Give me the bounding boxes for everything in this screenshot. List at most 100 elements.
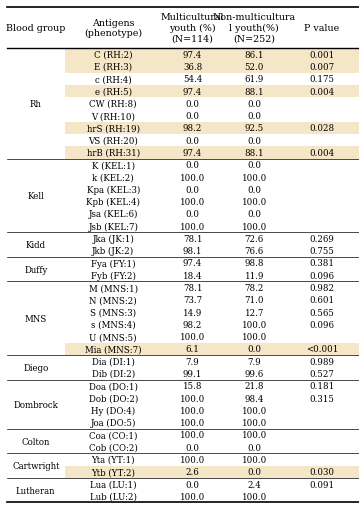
- Bar: [65, 49, 359, 61]
- Bar: [7, 8, 359, 49]
- Text: 0.565: 0.565: [309, 308, 335, 317]
- Text: CW (RH:8): CW (RH:8): [89, 99, 137, 109]
- Text: 0.004: 0.004: [309, 148, 335, 158]
- Bar: [65, 98, 359, 110]
- Text: 0.0: 0.0: [186, 99, 200, 109]
- Text: 98.8: 98.8: [244, 259, 264, 268]
- Text: Dob (DO:2): Dob (DO:2): [89, 394, 138, 403]
- Text: Dib (DI:2): Dib (DI:2): [92, 369, 135, 378]
- Text: 0.381: 0.381: [309, 259, 335, 268]
- Text: 0.0: 0.0: [186, 185, 200, 194]
- Text: 0.096: 0.096: [309, 320, 335, 329]
- Text: 100.0: 100.0: [180, 197, 205, 207]
- Text: 0.181: 0.181: [309, 382, 335, 390]
- Text: 0.091: 0.091: [309, 480, 335, 488]
- Text: 0.0: 0.0: [186, 443, 200, 452]
- Text: P value: P value: [304, 24, 340, 33]
- Text: 92.5: 92.5: [244, 124, 264, 133]
- Bar: [65, 282, 359, 294]
- Text: 100.0: 100.0: [242, 173, 267, 182]
- Text: 100.0: 100.0: [180, 455, 205, 464]
- Bar: [65, 196, 359, 209]
- Bar: [65, 270, 359, 282]
- Bar: [65, 221, 359, 233]
- Text: 97.4: 97.4: [183, 87, 202, 96]
- Text: 0.0: 0.0: [247, 185, 261, 194]
- Bar: [65, 380, 359, 392]
- Text: 0.527: 0.527: [309, 369, 335, 378]
- Text: 78.2: 78.2: [244, 283, 264, 292]
- Text: 0.0: 0.0: [186, 161, 200, 170]
- Text: Antigens
(phenotype): Antigens (phenotype): [84, 19, 143, 38]
- Text: 7.9: 7.9: [186, 357, 200, 366]
- Text: Multicultural
youth (%)
(N=114): Multicultural youth (%) (N=114): [161, 13, 224, 43]
- Text: Blood group: Blood group: [6, 24, 65, 33]
- Bar: [65, 258, 359, 270]
- Text: c (RH:4): c (RH:4): [95, 75, 132, 84]
- Text: Kpa (KEL:3): Kpa (KEL:3): [87, 185, 140, 194]
- Text: 88.1: 88.1: [244, 87, 264, 96]
- Text: VS (RH:20): VS (RH:20): [88, 136, 138, 145]
- Bar: [7, 159, 65, 233]
- Text: 100.0: 100.0: [180, 418, 205, 427]
- Text: Non-multicultura
l youth(%)
(N=252): Non-multicultura l youth(%) (N=252): [213, 13, 296, 43]
- Bar: [7, 453, 65, 478]
- Text: 0.269: 0.269: [309, 234, 335, 243]
- Text: Kell: Kell: [27, 191, 44, 200]
- Text: 100.0: 100.0: [180, 222, 205, 231]
- Text: Colton: Colton: [22, 437, 50, 446]
- Text: 0.982: 0.982: [309, 283, 335, 292]
- Text: M (MNS:1): M (MNS:1): [89, 283, 138, 292]
- Text: 21.8: 21.8: [244, 382, 264, 390]
- Text: Jsa (KEL:6): Jsa (KEL:6): [89, 210, 138, 219]
- Text: 100.0: 100.0: [180, 406, 205, 415]
- Text: 0.001: 0.001: [309, 50, 335, 60]
- Text: Mia (MNS:7): Mia (MNS:7): [85, 345, 141, 354]
- Bar: [65, 147, 359, 159]
- Text: 2.4: 2.4: [247, 480, 261, 488]
- Bar: [65, 368, 359, 380]
- Text: 0.004: 0.004: [309, 87, 335, 96]
- Text: 78.1: 78.1: [183, 283, 202, 292]
- Text: 100.0: 100.0: [242, 492, 267, 501]
- Text: 0.096: 0.096: [309, 271, 335, 280]
- Text: 0.0: 0.0: [247, 443, 261, 452]
- Bar: [7, 233, 65, 258]
- Text: 14.9: 14.9: [183, 308, 202, 317]
- Text: E (RH:3): E (RH:3): [94, 63, 132, 72]
- Text: Cob (CO:2): Cob (CO:2): [89, 443, 138, 452]
- Text: Coa (CO:1): Coa (CO:1): [89, 431, 137, 439]
- Bar: [65, 74, 359, 86]
- Text: e (RH:5): e (RH:5): [95, 87, 132, 96]
- Text: 54.4: 54.4: [183, 75, 202, 84]
- Text: 2.6: 2.6: [186, 467, 200, 476]
- Bar: [65, 245, 359, 258]
- Text: Kidd: Kidd: [26, 240, 46, 249]
- Text: 88.1: 88.1: [244, 148, 264, 158]
- Text: 100.0: 100.0: [242, 431, 267, 439]
- Text: 78.1: 78.1: [183, 234, 202, 243]
- Bar: [65, 441, 359, 453]
- Text: 100.0: 100.0: [180, 431, 205, 439]
- Bar: [7, 258, 65, 282]
- Text: 100.0: 100.0: [180, 492, 205, 501]
- Text: 36.8: 36.8: [183, 63, 202, 72]
- Text: Dombrock: Dombrock: [13, 400, 58, 409]
- Bar: [65, 319, 359, 331]
- Text: 100.0: 100.0: [242, 418, 267, 427]
- Bar: [65, 61, 359, 74]
- Text: 98.1: 98.1: [183, 247, 202, 256]
- Text: N (MNS:2): N (MNS:2): [89, 296, 137, 305]
- Text: Jsb (KEL:7): Jsb (KEL:7): [88, 222, 138, 231]
- Text: 99.6: 99.6: [244, 369, 264, 378]
- Text: 61.9: 61.9: [244, 75, 264, 84]
- Bar: [65, 184, 359, 196]
- Text: MNS: MNS: [25, 314, 47, 323]
- Text: 0.0: 0.0: [247, 136, 261, 145]
- Text: <0.001: <0.001: [306, 345, 338, 354]
- Bar: [65, 343, 359, 356]
- Bar: [65, 233, 359, 245]
- Text: 0.601: 0.601: [309, 296, 335, 305]
- Text: 100.0: 100.0: [242, 197, 267, 207]
- Bar: [65, 392, 359, 405]
